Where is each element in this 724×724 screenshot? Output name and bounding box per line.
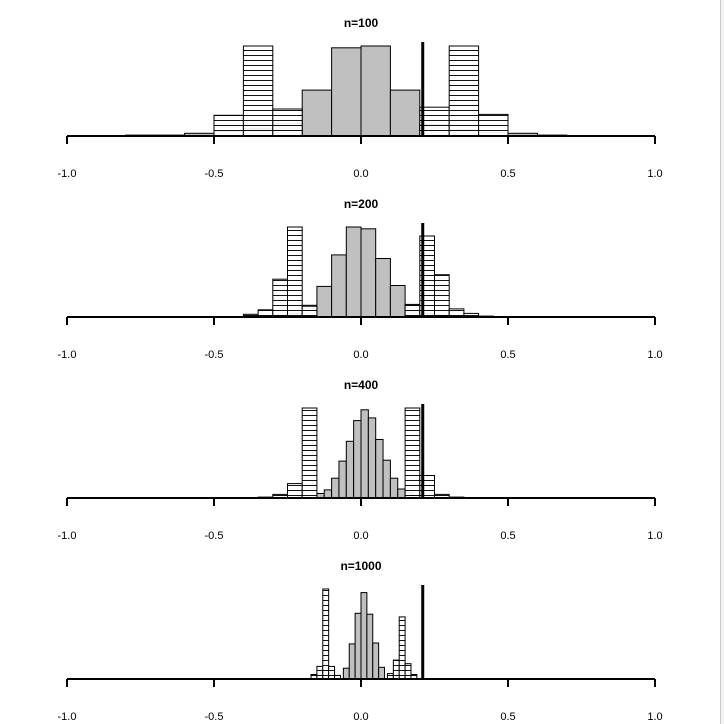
x-tick-label: 0.5 xyxy=(500,530,515,542)
hatched-bar xyxy=(328,665,336,680)
hatched-bar xyxy=(301,305,318,318)
histogram-panel: n=400 -1.0 -0.5 0.0 0.5 1.0 xyxy=(58,378,663,542)
gray-bar xyxy=(366,613,374,680)
gray-bar xyxy=(397,488,406,499)
gray-bar xyxy=(378,666,386,680)
gray-bar xyxy=(360,45,391,137)
hatched-bar xyxy=(398,616,406,680)
gray-bar xyxy=(360,409,369,499)
x-tick-label: 1.0 xyxy=(647,711,662,723)
hatched-bar xyxy=(322,588,330,680)
x-tick-label: -0.5 xyxy=(205,711,224,723)
x-tick-label: -1.0 xyxy=(58,168,77,180)
gray-bar xyxy=(389,89,421,137)
hatched-bar xyxy=(448,308,465,318)
gray-bar xyxy=(345,226,362,318)
x-tick-label: 0.0 xyxy=(353,168,368,180)
x-tick-label: 1.0 xyxy=(647,530,662,542)
panel-title: n=100 xyxy=(344,16,379,30)
gray-bar xyxy=(331,47,362,137)
gray-bar xyxy=(316,285,333,318)
hatched-bar xyxy=(434,274,450,318)
gray-bar xyxy=(338,460,347,499)
x-tick-label: 1.0 xyxy=(647,349,662,361)
gray-bar xyxy=(367,417,377,499)
gray-bar xyxy=(348,643,356,680)
hatched-bar xyxy=(287,483,303,499)
gray-bar xyxy=(375,258,391,318)
gray-bar xyxy=(389,285,406,318)
gray-bar xyxy=(360,228,377,318)
gray-bar xyxy=(345,440,355,499)
gray-histogram xyxy=(257,226,465,318)
gray-bar xyxy=(372,642,380,680)
x-tick-label: -0.5 xyxy=(205,349,224,361)
window-edge xyxy=(720,0,724,724)
hatched-bar xyxy=(316,665,324,680)
hatched-bar xyxy=(404,407,421,499)
x-tick-label: 0.5 xyxy=(500,168,515,180)
x-tick-label: 0.0 xyxy=(353,530,368,542)
x-tick-label: -1.0 xyxy=(58,349,77,361)
x-tick-label: 0.5 xyxy=(500,711,515,723)
hatched-bar xyxy=(301,407,318,499)
gray-histogram xyxy=(342,592,386,680)
hatched-bar xyxy=(404,663,412,680)
gray-bar xyxy=(342,667,350,680)
hatched-bar xyxy=(272,278,288,318)
gray-histogram xyxy=(316,409,421,499)
gray-bar xyxy=(360,592,368,680)
hatched-bar xyxy=(242,45,274,137)
x-tick-label: -1.0 xyxy=(58,530,77,542)
hatched-bar xyxy=(478,113,509,137)
hatched-bar xyxy=(448,45,480,137)
x-tick-label: -0.5 xyxy=(205,530,224,542)
x-tick-label: 0.5 xyxy=(500,349,515,361)
gray-bar xyxy=(323,489,333,499)
histogram-panel: n=100 -1.0 -0.5 0.0 0.5 1.0 xyxy=(58,16,663,180)
histogram-panel: n=200 -1.0 -0.5 0.0 0.5 1.0 xyxy=(58,197,663,361)
gray-bar xyxy=(389,477,399,499)
hatched-bar xyxy=(257,309,274,318)
gray-bar xyxy=(382,459,391,499)
panel-title: n=1000 xyxy=(340,559,381,573)
panel-title: n=400 xyxy=(344,378,379,392)
x-tick-label: 0.0 xyxy=(353,711,368,723)
hatched-bar xyxy=(213,114,244,137)
x-tick-label: -0.5 xyxy=(205,168,224,180)
gray-bar xyxy=(354,612,362,680)
gray-bar xyxy=(331,477,340,499)
gray-bar xyxy=(375,439,384,499)
hatched-bar xyxy=(272,108,303,137)
gray-bar xyxy=(353,420,362,499)
x-tick-label: 0.0 xyxy=(353,349,368,361)
hatched-histogram xyxy=(257,407,465,499)
histogram-panel: n=1000 -1.0 -0.5 0.0 0.5 1.0 xyxy=(58,559,663,723)
panel-title: n=200 xyxy=(344,197,379,211)
hatched-bar xyxy=(392,659,400,680)
hatched-histogram xyxy=(213,45,509,137)
hatched-bar xyxy=(287,226,303,318)
gray-bar xyxy=(301,89,333,137)
hatched-bar xyxy=(404,304,421,318)
gray-bar xyxy=(331,254,347,318)
x-tick-label: -1.0 xyxy=(58,711,77,723)
x-tick-label: 1.0 xyxy=(647,168,662,180)
